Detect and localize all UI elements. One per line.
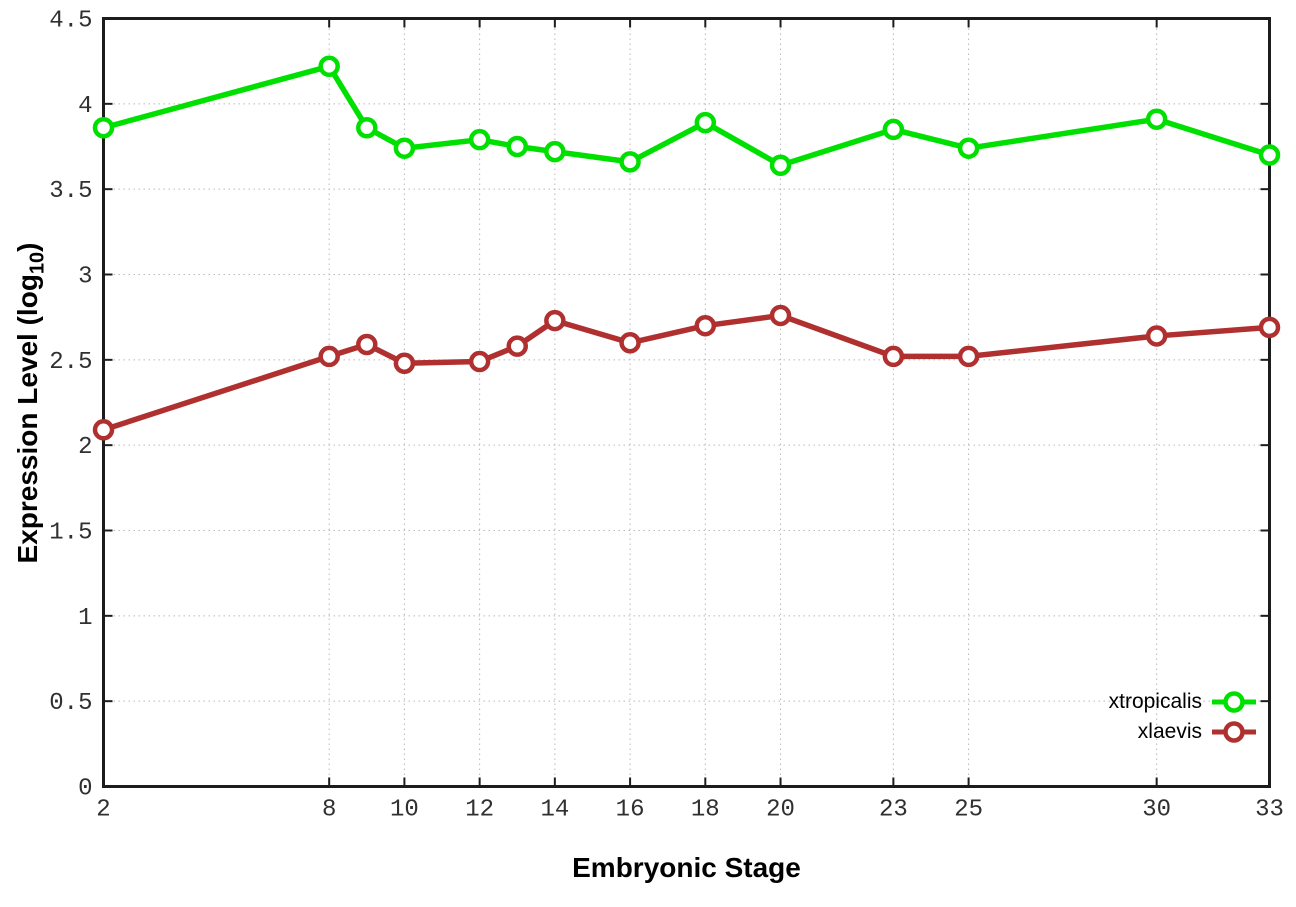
- x-tick-label: 2: [96, 797, 110, 824]
- data-point-xlaevis: [92, 419, 115, 441]
- data-point-xtropicalis: [92, 116, 115, 139]
- y-tick-label: 4: [78, 93, 92, 120]
- data-point-xlaevis: [1145, 325, 1168, 347]
- x-tick-label: 16: [616, 797, 645, 824]
- x-tick-label: 30: [1142, 797, 1171, 824]
- series-line-xtropicalis: [100, 63, 1273, 169]
- legend-label-xlaevis: xlaevis: [1137, 720, 1202, 743]
- legend-line-marker-icon: [1212, 691, 1256, 713]
- data-point-xlaevis: [694, 314, 717, 337]
- data-point-xtropicalis: [619, 151, 641, 173]
- x-tick-label: 10: [390, 797, 419, 824]
- y-tick-label: 0: [78, 776, 92, 803]
- y-axis-title: Expression Level (log10): [11, 143, 49, 663]
- legend: xtropicalis xlaevis: [1109, 687, 1257, 747]
- y-tick-label: 0.5: [49, 690, 92, 717]
- data-point-xlaevis: [769, 304, 792, 327]
- legend-label-xtropicalis: xtropicalis: [1108, 690, 1202, 713]
- plot-border: [102, 17, 1271, 788]
- data-point-xtropicalis: [544, 140, 566, 163]
- data-point-xtropicalis: [1258, 144, 1281, 166]
- x-tick-label: 25: [954, 797, 983, 824]
- data-point-xtropicalis: [957, 137, 980, 159]
- x-tick-label: 18: [691, 797, 720, 824]
- data-point-xlaevis: [544, 309, 566, 332]
- x-tick-label: 23: [879, 797, 908, 824]
- data-point-xtropicalis: [356, 116, 378, 139]
- y-axis-title-close: ): [12, 242, 43, 252]
- data-point-xlaevis: [957, 345, 980, 368]
- x-tick-label: 14: [540, 797, 569, 824]
- data-point-xlaevis: [619, 332, 641, 354]
- y-axis-title-text: Expression Level (log: [12, 274, 43, 564]
- data-point-xtropicalis: [694, 111, 717, 134]
- data-point-xlaevis: [468, 350, 491, 373]
- data-point-xtropicalis: [318, 55, 340, 78]
- data-point-xtropicalis: [882, 118, 905, 141]
- data-point-xtropicalis: [506, 135, 528, 158]
- y-tick-label: 4.5: [49, 8, 92, 35]
- y-tick-label: 1.5: [49, 520, 92, 547]
- x-tick-label: 33: [1255, 797, 1284, 824]
- y-tick-label: 2.5: [49, 349, 92, 376]
- data-point-xtropicalis: [393, 137, 416, 159]
- data-point-xtropicalis: [468, 128, 491, 151]
- x-tick-label: 8: [322, 797, 336, 824]
- y-tick-label: 2: [78, 434, 92, 461]
- y-tick-label: 3.5: [49, 178, 92, 205]
- data-point-xlaevis: [1258, 316, 1281, 339]
- legend-item-xtropicalis: xtropicalis: [1109, 687, 1257, 717]
- data-point-xlaevis: [882, 345, 905, 368]
- series-line-xlaevis: [100, 312, 1273, 433]
- y-tick-label: 3: [78, 264, 92, 291]
- data-point-xlaevis: [393, 352, 416, 374]
- y-tick-label: 1: [78, 605, 92, 632]
- data-point-xlaevis: [506, 335, 528, 357]
- data-point-xlaevis: [356, 333, 378, 356]
- x-axis-title: Embryonic Stage: [572, 852, 801, 883]
- x-tick-label: 20: [766, 797, 795, 824]
- legend-item-xlaevis: xlaevis: [1109, 717, 1257, 747]
- y-axis-title-subscript: 10: [26, 251, 49, 275]
- data-point-xtropicalis: [1145, 108, 1168, 130]
- legend-line-marker-icon: [1212, 721, 1256, 743]
- x-tick-label: 12: [465, 797, 494, 824]
- data-point-xlaevis: [318, 345, 340, 368]
- data-point-xtropicalis: [769, 154, 792, 177]
